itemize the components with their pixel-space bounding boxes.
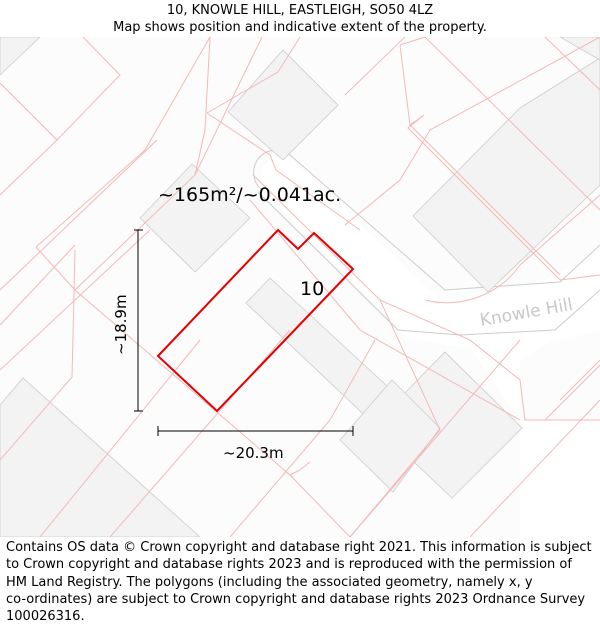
- building: [227, 49, 339, 161]
- area-label: ~165m²/~0.041ac.: [158, 184, 341, 206]
- building: [0, 377, 201, 537]
- copyright-notice: Contains OS data © Crown copyright and d…: [6, 539, 596, 625]
- map-header: 10, KNOWLE HILL, EASTLEIGH, SO50 4LZ Map…: [0, 0, 600, 37]
- road-knowle-hill: [253, 149, 600, 537]
- copyright-line: to Crown copyright and database rights 2…: [6, 557, 572, 573]
- building: [339, 379, 441, 493]
- dimension-lines: [134, 229, 354, 436]
- building: [245, 277, 523, 499]
- copyright-line: Contains OS data © Crown copyright and d…: [6, 540, 592, 555]
- width-measure-label: ~20.3m: [223, 444, 284, 462]
- plot-number-label: 10: [300, 278, 324, 300]
- property-map[interactable]: ~165m²/~0.041ac. 10 ~20.3m ~18.9m Knowle…: [0, 37, 600, 537]
- copyright-line: co-ordinates) are subject to Crown copyr…: [6, 591, 586, 607]
- map-canvas[interactable]: ~165m²/~0.041ac. 10 ~20.3m ~18.9m Knowle…: [0, 37, 600, 537]
- copyright-line: HM Land Registry. The polygons (includin…: [6, 574, 533, 590]
- building: [0, 37, 41, 76]
- parcel-boundaries: [0, 37, 600, 537]
- map-subtitle: Map shows position and indicative extent…: [113, 20, 487, 35]
- building: [139, 163, 251, 273]
- property-address-title: 10, KNOWLE HILL, EASTLEIGH, SO50 4LZ: [166, 3, 434, 18]
- building: [412, 57, 600, 293]
- height-measure-label: ~18.9m: [112, 294, 130, 355]
- property-boundary[interactable]: [156, 228, 355, 413]
- copyright-line: 100026316.: [6, 609, 85, 625]
- buildings-layer: [0, 37, 600, 537]
